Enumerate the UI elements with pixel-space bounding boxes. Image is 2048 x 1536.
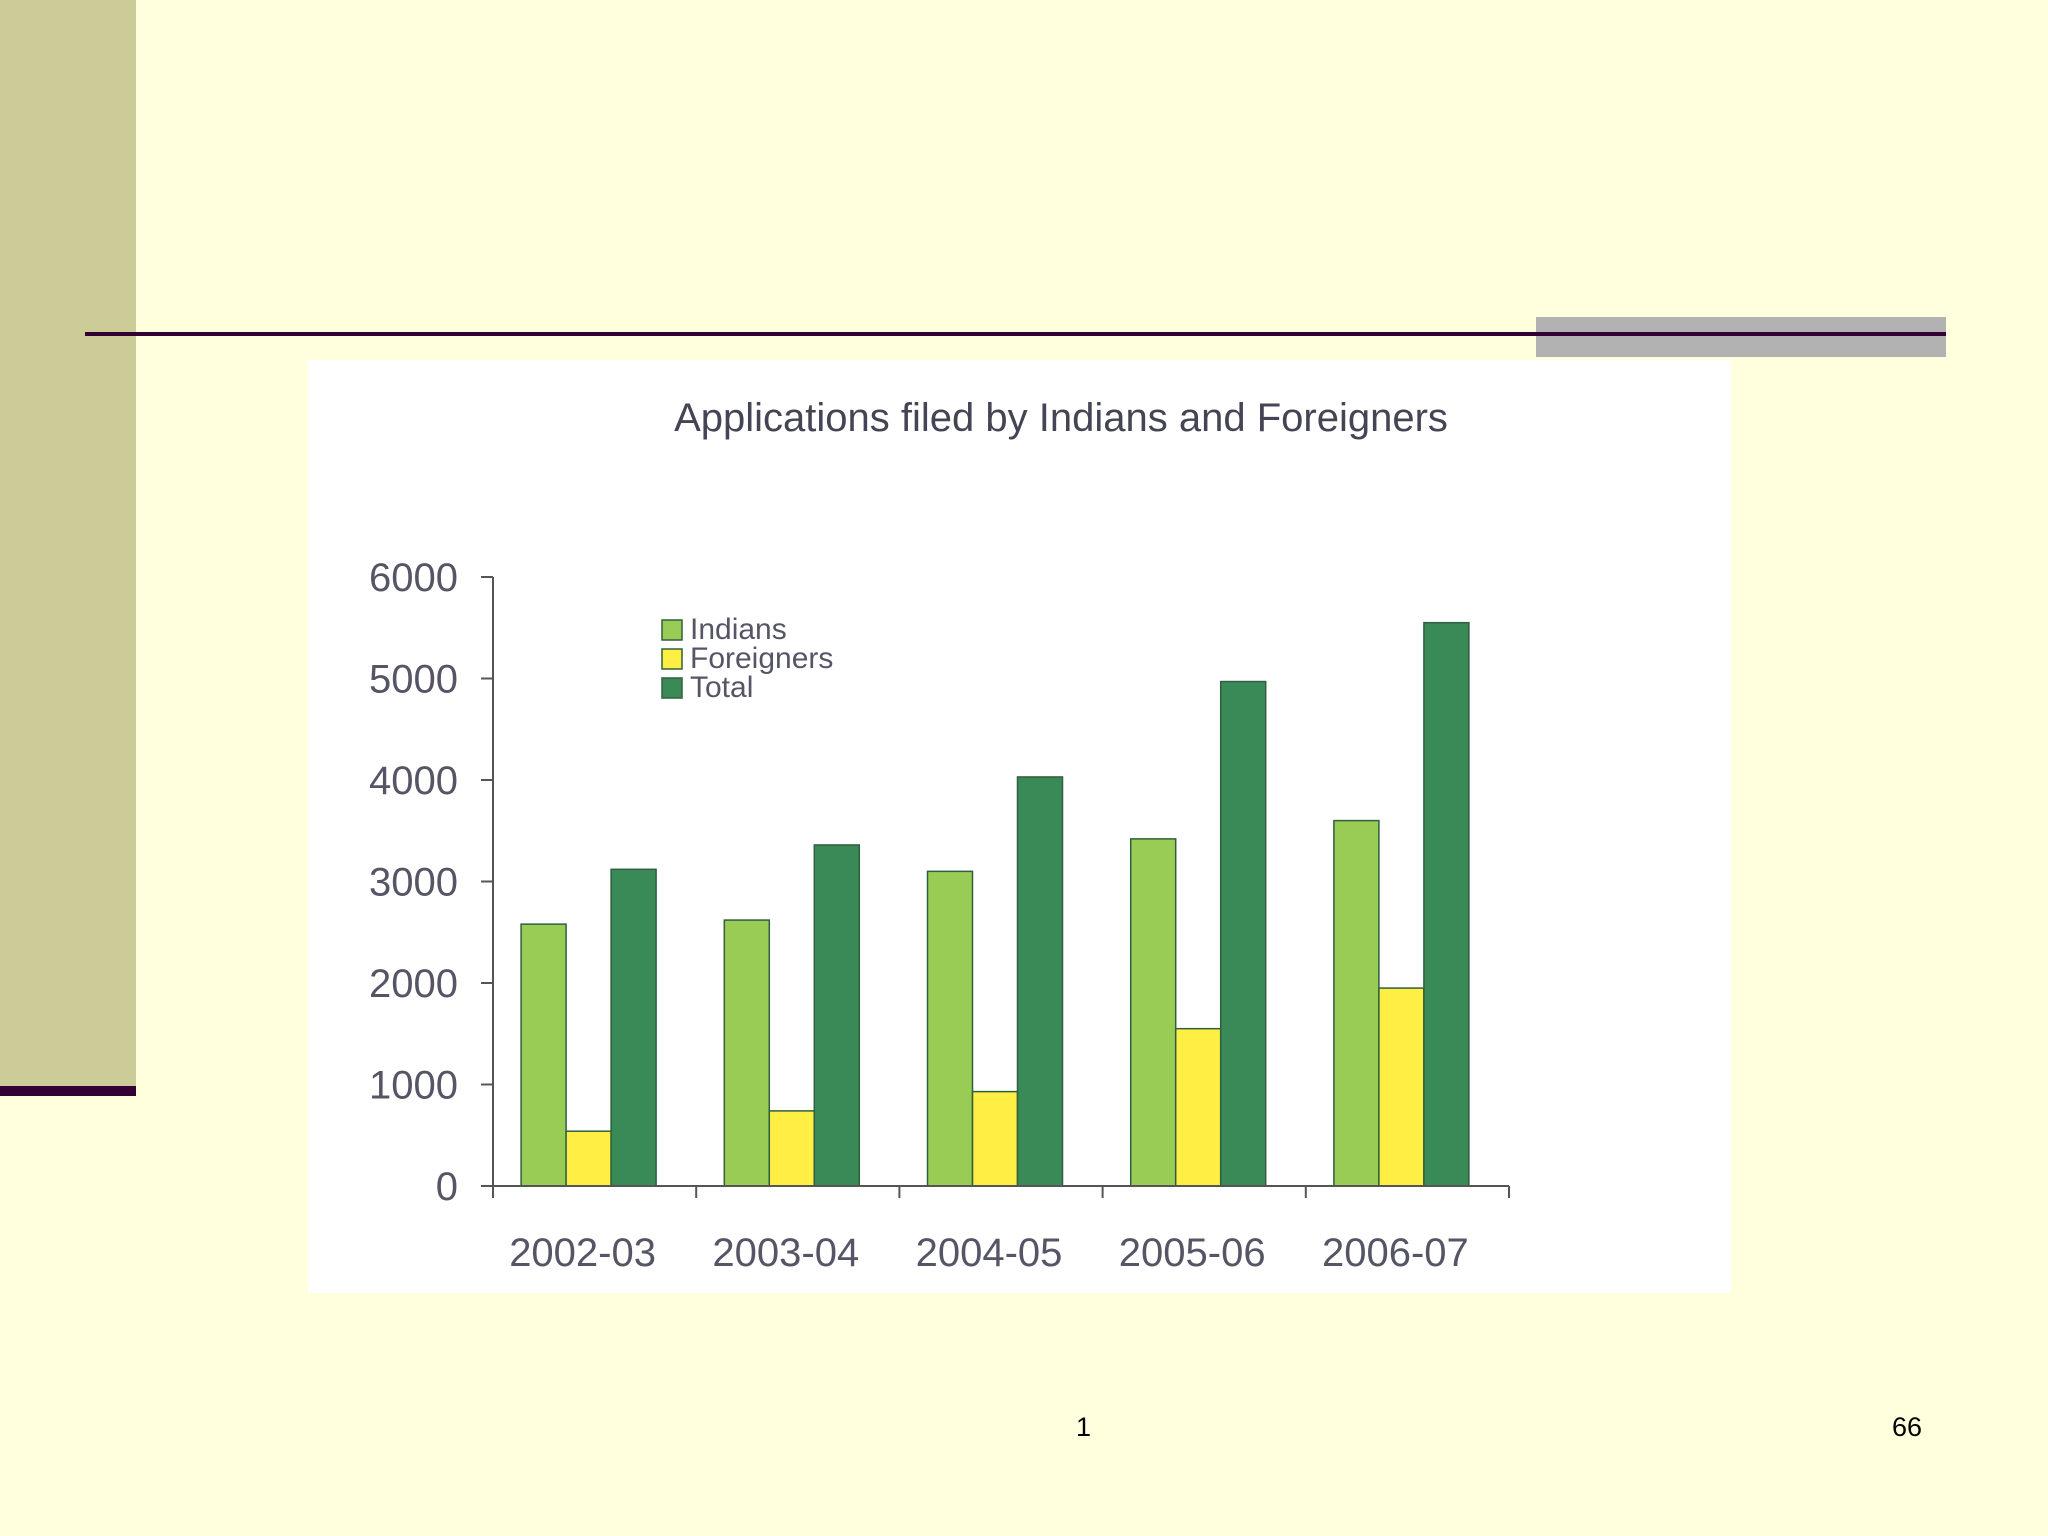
bar-foreigners-2002-03	[565, 1130, 612, 1187]
sidebar-accent-bar	[0, 0, 136, 1086]
y-tick-label: 4000	[369, 759, 458, 803]
bar-indians-2003-04	[723, 919, 771, 1187]
bar-foreigners-2006-07	[1378, 987, 1425, 1187]
bar-total-2002-03	[610, 868, 657, 1187]
y-tick-label: 0	[436, 1165, 458, 1209]
bar-total-2006-07	[1423, 621, 1470, 1187]
chart-title: Applications filed by Indians and Foreig…	[674, 396, 1448, 440]
y-tick-label: 5000	[369, 658, 458, 702]
bar-indians-2006-07	[1333, 819, 1380, 1187]
legend-swatch-total	[661, 677, 683, 699]
footer-center-number: 1	[1076, 1412, 1092, 1442]
chart-panel: Applications filed by Indians and Foreig…	[308, 360, 1731, 1293]
legend-label-total: Total	[690, 671, 753, 704]
bar-chart: Applications filed by Indians and Foreig…	[369, 396, 1510, 1275]
x-tick-label: 2002-03	[509, 1231, 656, 1275]
legend-label-indians: Indians	[690, 613, 787, 646]
x-tick-label: 2003-04	[712, 1231, 859, 1275]
bar-indians-2002-03	[520, 923, 567, 1187]
bar-foreigners-2005-06	[1174, 1027, 1222, 1187]
bar-total-2003-04	[813, 844, 861, 1187]
y-tick-label: 1000	[369, 1064, 458, 1108]
bar-indians-2004-05	[926, 870, 974, 1187]
x-tick-label: 2005-06	[1119, 1231, 1266, 1275]
bar-foreigners-2004-05	[971, 1090, 1019, 1187]
header-gray-block	[1536, 317, 1946, 357]
y-tick-label: 2000	[369, 962, 458, 1006]
x-tick-label: 2004-05	[916, 1231, 1063, 1275]
bar-total-2005-06	[1219, 680, 1267, 1187]
x-tick-label: 2006-07	[1322, 1231, 1469, 1275]
bar-indians-2005-06	[1129, 838, 1177, 1187]
sidebar-accent-underline	[0, 1086, 136, 1096]
y-tick-label: 6000	[369, 556, 458, 600]
slide-number: 66	[1892, 1412, 1923, 1442]
header-rule-line	[85, 332, 1946, 336]
legend-swatch-indians	[661, 619, 683, 641]
legend-label-foreigners: Foreigners	[690, 642, 833, 675]
y-tick-label: 3000	[369, 861, 458, 905]
bar-foreigners-2003-04	[768, 1110, 816, 1187]
bar-total-2004-05	[1016, 776, 1064, 1187]
legend-swatch-foreigners	[661, 648, 683, 670]
